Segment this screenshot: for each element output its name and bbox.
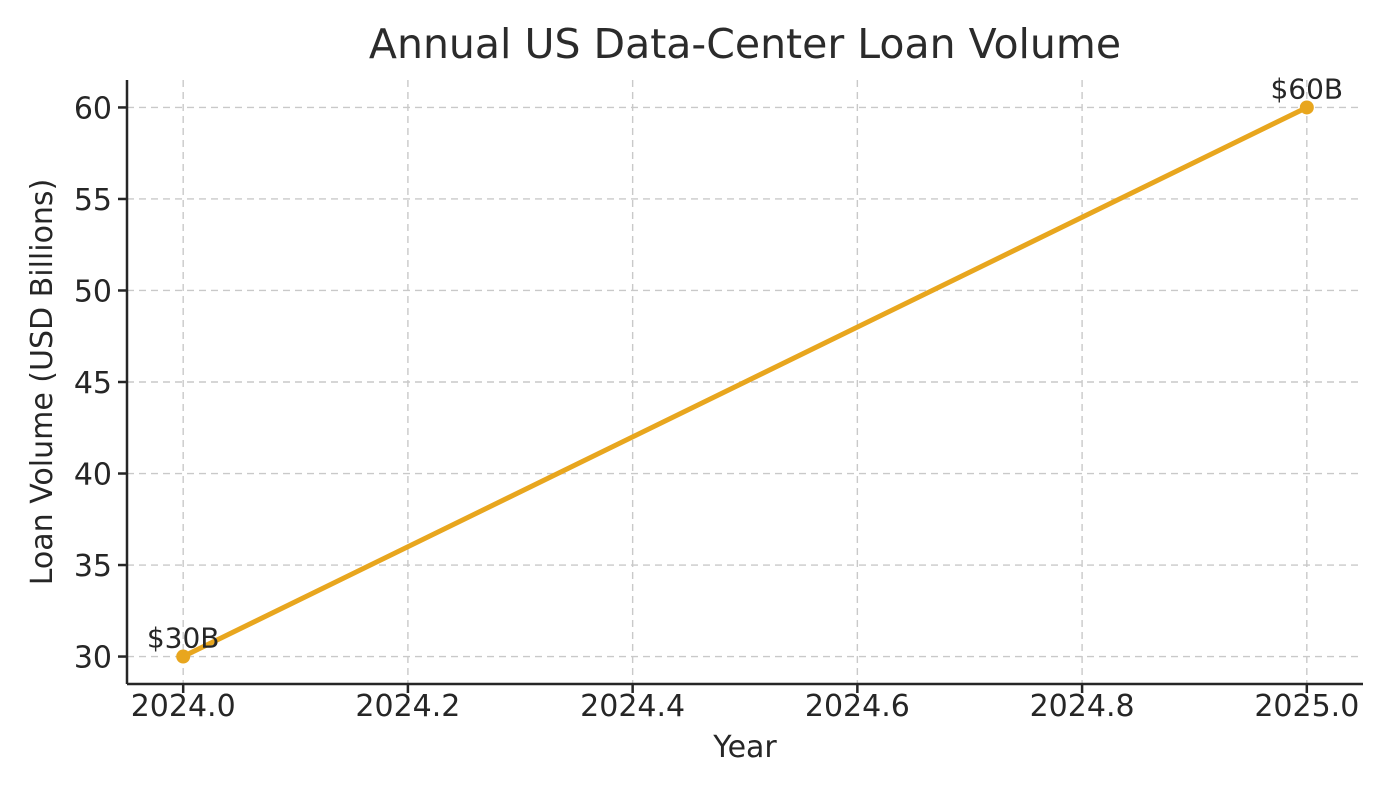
- x-tick-label: 2024.4: [580, 689, 685, 724]
- data-point-label: $60B: [1270, 72, 1343, 105]
- y-tick-label: 50: [74, 274, 112, 309]
- data-point-marker: [176, 649, 191, 664]
- x-tick-label: 2024.2: [355, 689, 460, 724]
- y-tick-label: 60: [74, 91, 112, 126]
- y-tick-label: 35: [74, 549, 112, 584]
- y-tick-label: 55: [74, 183, 112, 218]
- y-axis-label: Loan Volume (USD Billions): [25, 178, 60, 586]
- x-axis-label: Year: [713, 730, 777, 765]
- series-line: [180, 104, 1310, 660]
- data-point-marker: [1299, 100, 1314, 115]
- chart-title: Annual US Data-Center Loan Volume: [368, 20, 1122, 68]
- y-tick-label: 45: [74, 366, 112, 401]
- y-tick-label: 40: [74, 458, 112, 493]
- x-tick-label: 2024.0: [131, 689, 236, 724]
- y-tick-label: 30: [74, 641, 112, 676]
- x-tick-label: 2025.0: [1254, 689, 1359, 724]
- x-tick-label: 2024.6: [805, 689, 910, 724]
- x-tick-label: 2024.8: [1030, 689, 1135, 724]
- data-point-label: $30B: [147, 622, 220, 655]
